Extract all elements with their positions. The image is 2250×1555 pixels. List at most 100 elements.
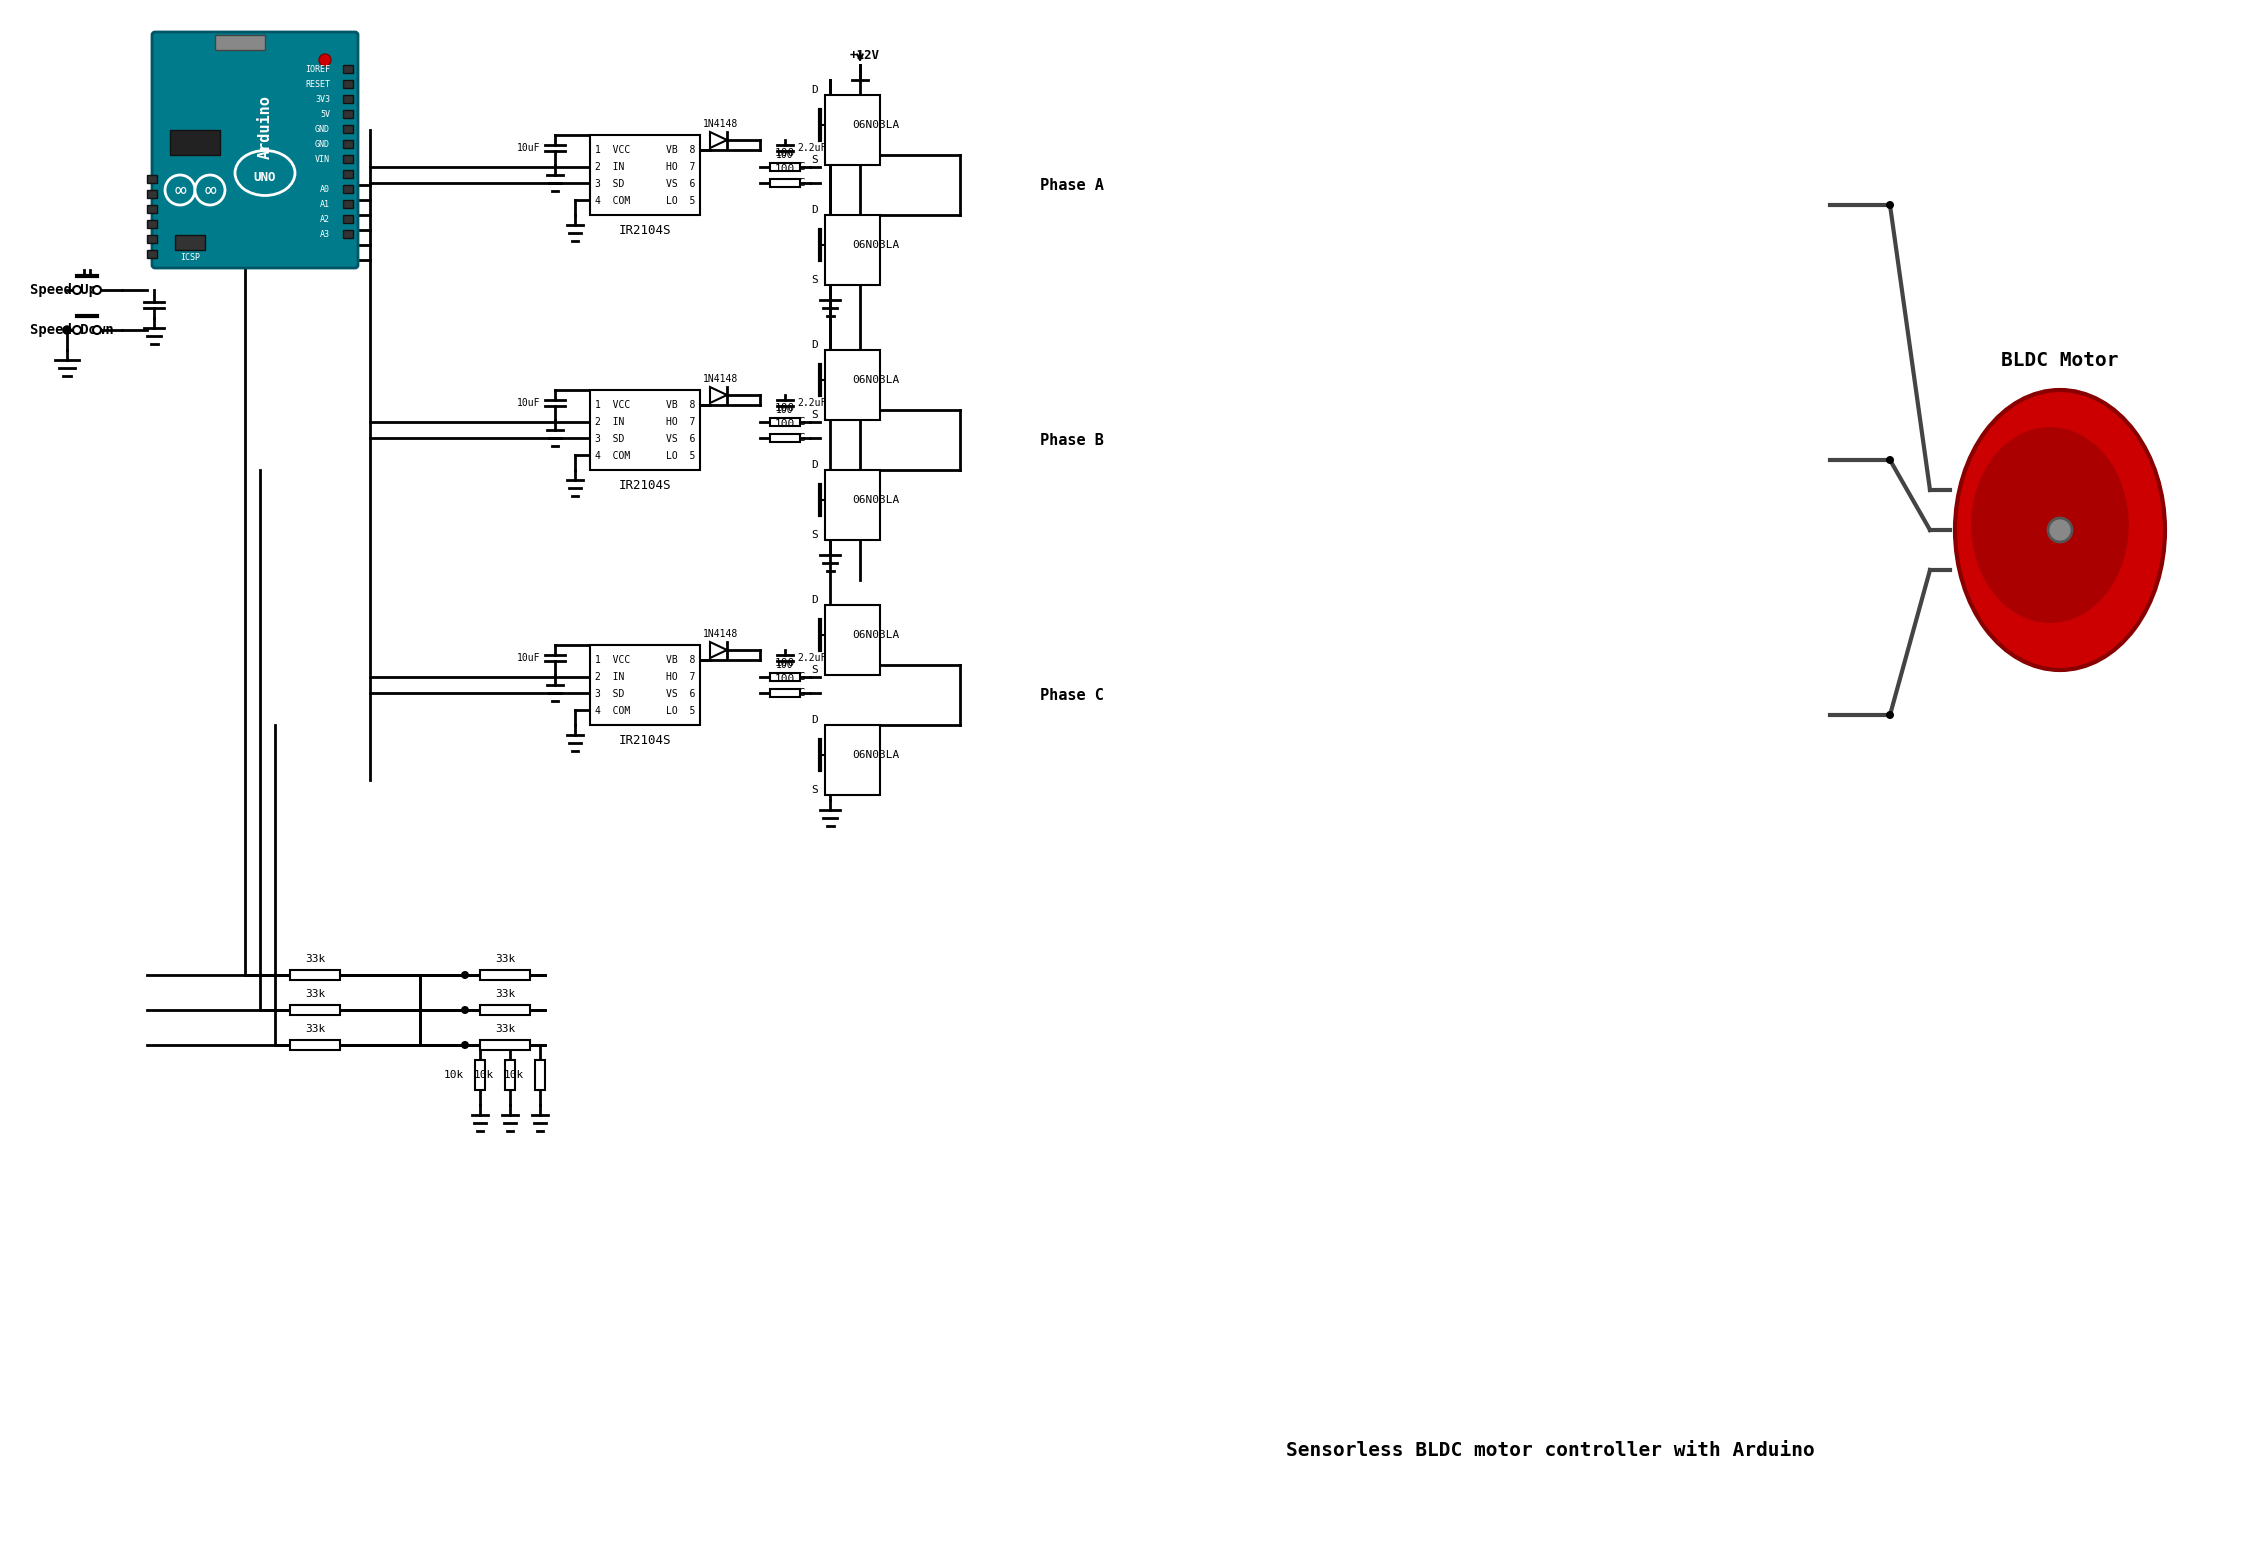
Ellipse shape (1955, 390, 2164, 670)
Bar (504, 1061, 515, 1090)
Text: S: S (812, 666, 819, 675)
Polygon shape (711, 132, 727, 148)
Polygon shape (711, 642, 727, 658)
Text: A0: A0 (319, 185, 331, 193)
Bar (342, 140, 353, 148)
Text: 10uF: 10uF (518, 653, 540, 662)
Circle shape (461, 970, 468, 980)
Bar (342, 95, 353, 103)
Text: 3  SD: 3 SD (594, 434, 626, 445)
Circle shape (196, 176, 225, 205)
Bar (826, 350, 880, 420)
Text: 2  IN: 2 IN (594, 417, 626, 428)
Text: S: S (812, 275, 819, 285)
Text: 3  SD: 3 SD (594, 179, 626, 190)
Text: 100: 100 (774, 673, 794, 684)
Bar (342, 124, 353, 134)
Text: Phase B: Phase B (1040, 432, 1105, 448)
Text: S: S (812, 156, 819, 165)
Text: 10k: 10k (443, 1070, 463, 1081)
Bar (342, 230, 353, 238)
Text: A1: A1 (319, 199, 331, 208)
Text: GND: GND (315, 140, 331, 148)
Text: 2  IN: 2 IN (594, 672, 626, 683)
Text: D: D (812, 341, 819, 350)
Bar (770, 673, 801, 681)
Ellipse shape (1971, 428, 2128, 624)
Circle shape (461, 1006, 468, 1014)
Text: D: D (812, 86, 819, 95)
Text: VS  6: VS 6 (666, 689, 695, 700)
Text: 4  COM: 4 COM (594, 451, 630, 460)
Text: D: D (812, 596, 819, 605)
Text: 06N03LA: 06N03LA (853, 494, 900, 505)
Text: BLDC Motor: BLDC Motor (2000, 350, 2120, 370)
Text: 10uF: 10uF (518, 143, 540, 152)
Text: LO  5: LO 5 (666, 706, 695, 715)
Bar (146, 205, 158, 213)
Text: 100: 100 (774, 658, 794, 669)
Text: G: G (799, 177, 806, 188)
Text: 2  IN: 2 IN (594, 162, 626, 173)
Text: 33k: 33k (306, 955, 326, 964)
Text: 33k: 33k (495, 989, 515, 998)
Circle shape (92, 286, 101, 294)
Bar (342, 169, 353, 177)
Bar (290, 970, 340, 980)
Bar (479, 1005, 531, 1015)
Text: LO  5: LO 5 (666, 451, 695, 460)
Text: 1N4148: 1N4148 (702, 120, 738, 129)
Text: 1  VCC: 1 VCC (594, 145, 630, 156)
Bar (171, 131, 220, 156)
Text: D: D (812, 205, 819, 215)
Text: 1N4148: 1N4148 (702, 630, 738, 639)
Bar (826, 605, 880, 675)
Text: 3  SD: 3 SD (594, 689, 626, 700)
Text: 33k: 33k (306, 989, 326, 998)
Circle shape (72, 286, 81, 294)
Text: S: S (812, 785, 819, 795)
Text: 100: 100 (774, 403, 794, 414)
Text: 2.2uF: 2.2uF (796, 653, 826, 662)
Bar (342, 79, 353, 89)
Text: Sensorless BLDC motor controller with Arduino: Sensorless BLDC motor controller with Ar… (1285, 1440, 1814, 1460)
Bar (146, 219, 158, 229)
Circle shape (72, 327, 81, 334)
Text: 100: 100 (774, 418, 794, 429)
Text: G: G (799, 687, 806, 698)
Text: G: G (799, 417, 806, 428)
Circle shape (92, 327, 101, 334)
Text: ICSP: ICSP (180, 252, 200, 261)
Text: VB  8: VB 8 (666, 400, 695, 411)
Text: 06N03LA: 06N03LA (853, 120, 900, 131)
Text: 4  COM: 4 COM (594, 706, 630, 715)
Bar (342, 156, 353, 163)
Circle shape (461, 1040, 468, 1050)
Text: VIN: VIN (315, 154, 331, 163)
Text: IOREF: IOREF (306, 64, 331, 73)
Bar (590, 390, 700, 470)
Bar (342, 110, 353, 118)
Text: Phase C: Phase C (1040, 687, 1105, 703)
Bar (216, 36, 266, 50)
Bar (479, 970, 531, 980)
Text: 10k: 10k (504, 1070, 524, 1081)
Text: 06N03LA: 06N03LA (853, 375, 900, 386)
Text: S: S (812, 530, 819, 540)
Bar (176, 235, 205, 250)
Text: UNO: UNO (254, 171, 277, 183)
Text: 10k: 10k (475, 1070, 495, 1081)
Text: HO  7: HO 7 (666, 417, 695, 428)
Text: 4  COM: 4 COM (594, 196, 630, 205)
Text: G: G (799, 672, 806, 683)
Text: GND: GND (315, 124, 331, 134)
Text: 06N03LA: 06N03LA (853, 750, 900, 760)
Text: 1N4148: 1N4148 (702, 375, 738, 384)
Bar (826, 470, 880, 540)
Circle shape (1886, 201, 1894, 208)
Bar (342, 65, 353, 73)
Bar (770, 434, 801, 442)
Text: IR2104S: IR2104S (619, 479, 670, 491)
Bar (826, 215, 880, 285)
Bar (770, 179, 801, 187)
